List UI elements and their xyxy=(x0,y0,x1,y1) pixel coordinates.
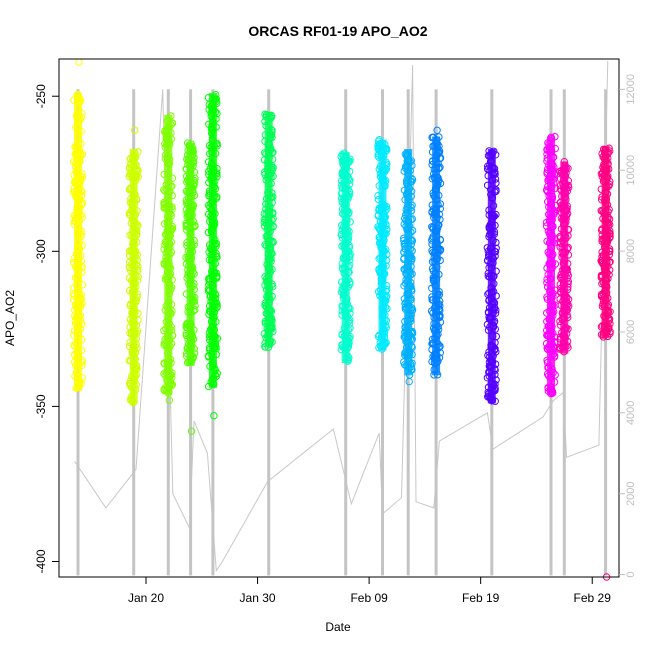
outlier-point xyxy=(210,412,218,420)
flight-series-10 xyxy=(427,126,445,379)
data-point-cluster xyxy=(560,161,569,354)
flight-series-5 xyxy=(204,91,222,420)
outlier-point xyxy=(131,126,139,135)
data-points-layer xyxy=(69,58,614,581)
x-axis: Jan 20 Jan 30 Feb 09 Feb 19 Feb 29 xyxy=(128,577,611,605)
y2-tick-label: 2000 xyxy=(625,481,637,505)
altitude-track-line xyxy=(74,60,609,572)
data-point-cluster xyxy=(264,111,273,348)
y-tick-label: -400 xyxy=(34,549,48,573)
y2-tick-label: 0 xyxy=(625,572,637,578)
data-point-cluster xyxy=(487,149,496,404)
data-point-cluster xyxy=(547,136,555,394)
flight-series-12 xyxy=(542,133,560,398)
data-point-cluster xyxy=(208,93,217,388)
flight-series-6 xyxy=(260,110,277,352)
data-point-cluster xyxy=(74,93,82,391)
data-point-cluster xyxy=(164,114,173,395)
flight-series-1 xyxy=(69,58,87,392)
x-axis-label: Date xyxy=(325,620,351,634)
flight-series-14 xyxy=(597,144,614,581)
plot-frame xyxy=(58,58,620,578)
y-tick-label: -350 xyxy=(34,394,48,418)
outlier-point xyxy=(433,126,441,135)
flight-series-13 xyxy=(556,158,573,356)
flight-series-9 xyxy=(400,149,417,386)
data-point-cluster xyxy=(601,145,610,339)
data-point-cluster xyxy=(341,152,350,363)
x-tick-label: Jan 20 xyxy=(128,591,164,605)
flight-series-2 xyxy=(125,126,142,407)
x-tick-label: Jan 30 xyxy=(240,591,276,605)
flight-series-3 xyxy=(160,112,177,404)
y2-tick-label: 10000 xyxy=(625,155,637,186)
flight-series-7 xyxy=(337,149,354,365)
data-point-cluster xyxy=(186,142,195,366)
x-tick-label: Feb 19 xyxy=(462,591,500,605)
x-tick-label: Feb 09 xyxy=(350,591,388,605)
y-tick-label: -250 xyxy=(34,84,48,108)
flight-series-4 xyxy=(182,139,199,435)
y2-tick-label: 12000 xyxy=(625,74,637,105)
data-point-cluster xyxy=(432,136,441,376)
data-point-cluster xyxy=(404,149,413,376)
flight-series-8 xyxy=(374,136,391,353)
data-point-cluster xyxy=(378,139,387,351)
chart-title: ORCAS RF01-19 APO_AO2 xyxy=(248,23,427,39)
outlier-point xyxy=(405,377,413,386)
y2-tick-label: 4000 xyxy=(625,401,637,425)
y-tick-label: -300 xyxy=(34,239,48,263)
outlier-point xyxy=(187,427,196,435)
x-tick-label: Feb 29 xyxy=(574,591,612,605)
y-axis-right: 0 2000 4000 6000 8000 10000 12000 xyxy=(619,74,637,578)
outlier-point xyxy=(165,396,174,404)
y-axis-left: -250 -300 -350 -400 xyxy=(34,84,59,574)
data-point-cluster xyxy=(129,149,138,404)
flight-series-11 xyxy=(483,147,500,405)
y-axis-label: APO_AO2 xyxy=(3,290,17,346)
y2-tick-label: 6000 xyxy=(625,320,637,344)
y2-tick-label: 8000 xyxy=(625,239,637,263)
